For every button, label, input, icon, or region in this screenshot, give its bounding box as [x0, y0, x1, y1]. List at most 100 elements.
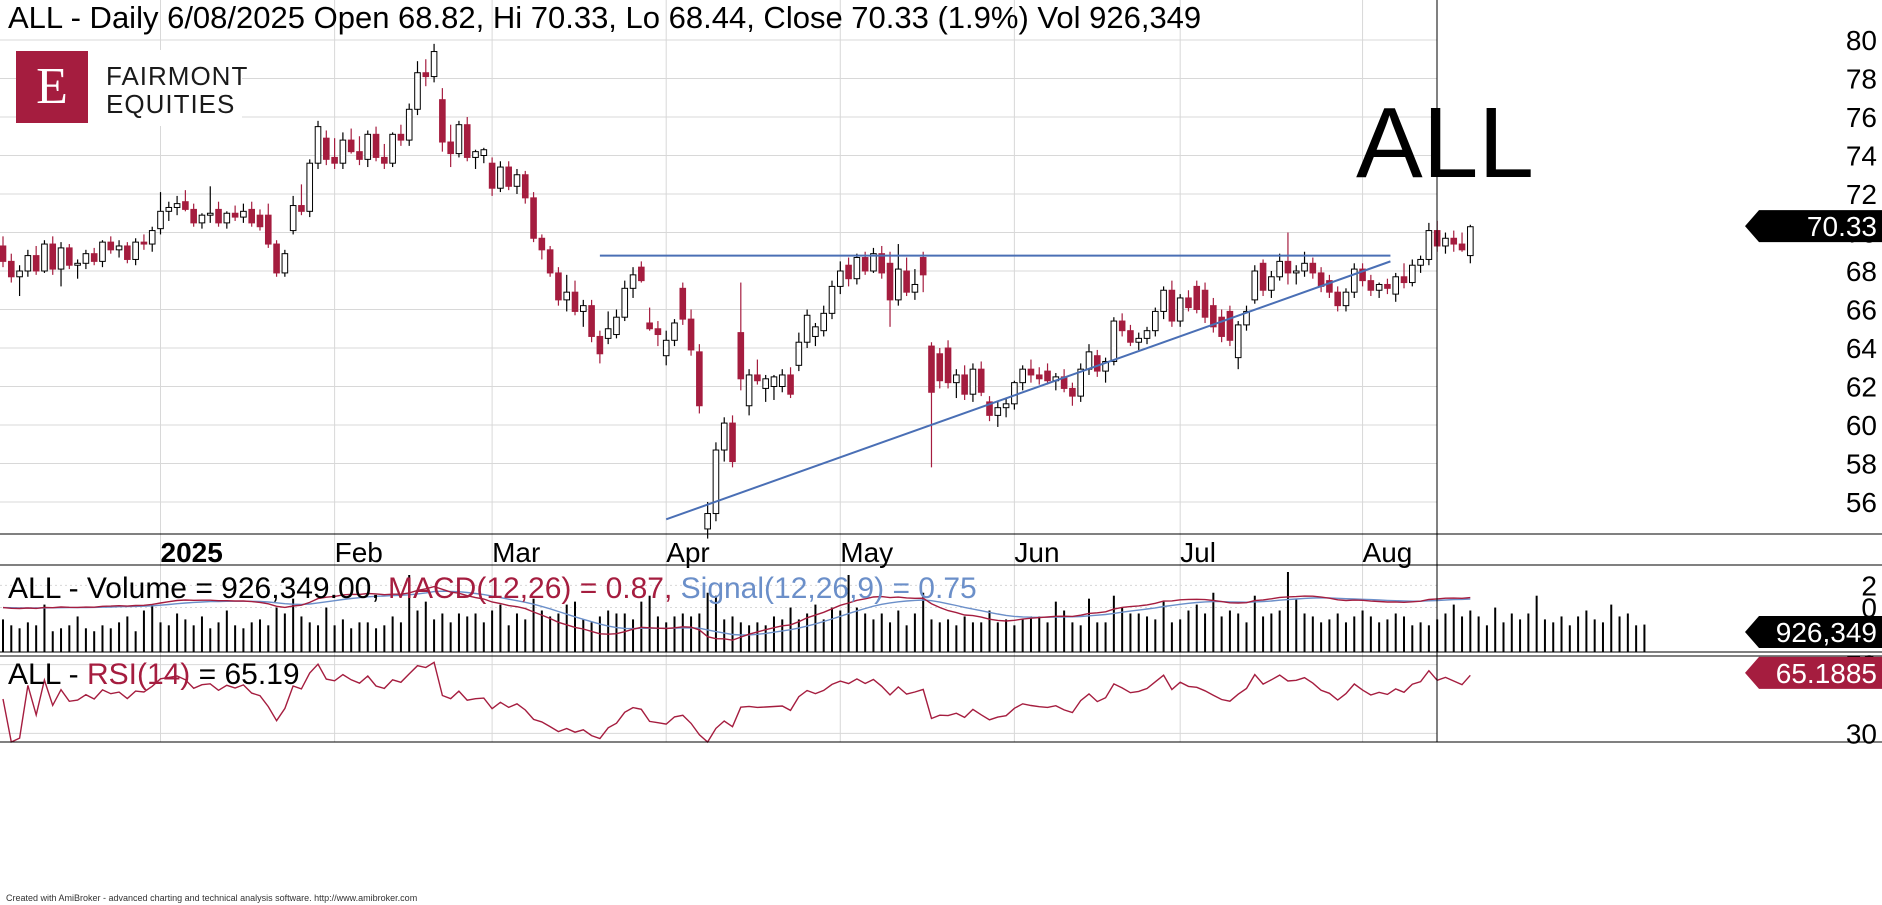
candle-body [323, 137, 330, 160]
candle-body [298, 205, 305, 212]
candle-body [762, 378, 769, 389]
candle-body [1185, 297, 1192, 309]
candle-body [472, 151, 479, 158]
candle-body [422, 72, 430, 78]
candle-body [190, 208, 197, 224]
candle-body [1276, 260, 1283, 278]
candle-body [1342, 291, 1350, 307]
candle-body [256, 214, 264, 228]
candle-body [389, 133, 396, 164]
price-header: ALL - Daily 6/08/2025 Open 68.82, Hi 70.… [8, 0, 1201, 35]
candle-body [1392, 276, 1400, 295]
candle-body [347, 139, 355, 153]
candle-body [919, 257, 927, 276]
candle-body [1359, 268, 1366, 282]
footer-credit: Created with AmiBroker - advanced charti… [6, 893, 418, 903]
candle-body [1350, 268, 1358, 293]
candle-body [372, 133, 380, 158]
date-tick-label: Apr [666, 537, 710, 568]
candle-body [795, 341, 803, 366]
candle-body [331, 156, 338, 164]
candle-body [745, 374, 753, 407]
date-tick-label: Jun [1014, 537, 1059, 568]
macd-line [2, 585, 1471, 641]
candle-body [861, 257, 869, 272]
candle-body [314, 126, 322, 164]
rsi-title-part: RSI(14) [87, 658, 190, 691]
candle-body [157, 210, 164, 230]
price-tick-label: 72 [1846, 179, 1877, 210]
candle-body [712, 449, 720, 515]
candle-body [1168, 289, 1176, 322]
candle-body [654, 328, 662, 336]
date-tick-label: 2025 [161, 537, 223, 568]
candle-body [173, 203, 181, 208]
candle-body [1417, 258, 1424, 266]
candle-body [1135, 337, 1143, 343]
candle-body [90, 253, 98, 262]
candle-body [1176, 297, 1184, 322]
last-price-badge: 70.33 [1807, 211, 1877, 242]
candle-body [231, 212, 239, 218]
candle-body [439, 99, 446, 143]
candle-body [182, 201, 189, 210]
rsi-line-group [2, 661, 1471, 744]
candle-body [1367, 280, 1375, 291]
price-trendlines [599, 254, 1391, 521]
candle-body [281, 253, 289, 274]
candle-body [273, 243, 280, 274]
candle-body [32, 255, 40, 272]
candle-body [215, 208, 222, 224]
rsi-tick-label: 30 [1846, 718, 1877, 749]
candle-body [1110, 320, 1118, 362]
last-rsi-badge-bg [1745, 656, 1882, 689]
date-tick-label: Jul [1180, 537, 1216, 568]
candle-body [1035, 374, 1043, 380]
candle-body [671, 322, 678, 341]
candle-body [994, 407, 1002, 416]
price-tick-label: 58 [1846, 449, 1877, 480]
candle-body [754, 374, 761, 382]
candle-body [538, 237, 546, 251]
candle-body [895, 268, 902, 301]
candle-body [405, 108, 413, 141]
candle-body [820, 312, 828, 332]
candle-body [1027, 368, 1035, 376]
candle-body [248, 208, 255, 224]
candle-body [223, 212, 231, 224]
candle-body [1301, 262, 1308, 272]
ticker-watermark: ALL [1356, 87, 1534, 199]
candle-body [1002, 403, 1010, 409]
candle-body [936, 353, 944, 382]
candle-body [687, 318, 695, 351]
candle-body [132, 241, 139, 260]
candle-body [7, 260, 15, 278]
candle-body [596, 335, 604, 355]
candle-body [1210, 305, 1217, 328]
candle-body [0, 245, 7, 262]
candle-body [812, 326, 819, 337]
candle-body [165, 206, 173, 212]
candle-body [57, 247, 65, 270]
price-candles[interactable] [0, 43, 1474, 539]
candle-body [356, 151, 363, 160]
logo-mark: E [16, 51, 88, 123]
candle-body [729, 422, 736, 463]
pane-titles: ALL - Daily 6/08/2025 Open 68.82, Hi 70.… [8, 0, 1201, 691]
candle-body [198, 214, 206, 224]
candle-body [1292, 270, 1300, 274]
candle-body [1085, 351, 1093, 370]
volume-bars [2, 572, 1646, 652]
candle-body [1268, 276, 1275, 291]
candle-body [878, 253, 886, 274]
candle-body [662, 339, 670, 357]
candle-body [1011, 382, 1018, 405]
date-tick-label: Feb [335, 537, 383, 568]
rsi-title-part: ALL - [8, 658, 87, 691]
candle-body [1201, 289, 1209, 318]
candle-body [563, 291, 571, 301]
candle-body [505, 166, 512, 187]
price-tick-label: 74 [1846, 141, 1877, 172]
date-tick-label: May [840, 537, 893, 568]
candle-body [1309, 262, 1317, 274]
